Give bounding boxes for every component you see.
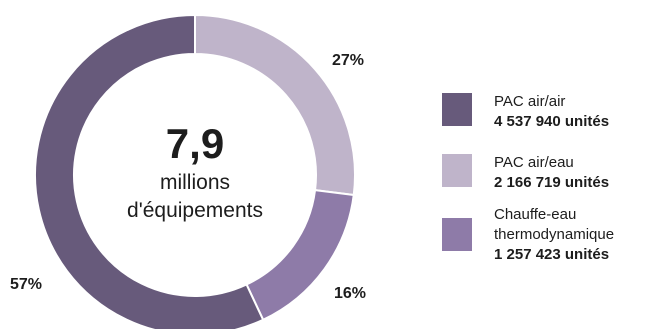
legend-label-line2: thermodynamique [494, 226, 615, 243]
legend-text: PAC air/air 4 537 940 unités [494, 92, 661, 132]
legend-units: 1 257 423 unités [494, 246, 610, 263]
legend-text: PAC air/eau 2 166 719 unités [494, 153, 661, 193]
center-total-unit: millions [159, 171, 230, 194]
slice-pac-air-eau [194, 13, 356, 197]
legend-swatch [442, 218, 472, 251]
legend-text: Chauffe-eau thermodynamique 1 257 423 un… [494, 205, 661, 265]
slice-pac-air-air [34, 13, 265, 329]
slice-label-pac-air-eau: 27% [332, 52, 365, 69]
center-total-value: 7,9 [165, 120, 225, 167]
legend-units: 4 537 940 unités [494, 113, 610, 130]
legend-units: 2 166 719 unités [494, 174, 610, 191]
legend-label: PAC air/air [494, 93, 566, 110]
legend-swatch [442, 93, 472, 126]
slice-label-pac-air-air: 57% [10, 276, 43, 293]
slice-label-chauffe-eau: 16% [334, 285, 367, 302]
center-total-caption: d'équipements [127, 199, 263, 222]
legend-label: Chauffe-eau [494, 206, 577, 223]
legend-swatch [442, 154, 472, 187]
legend-label: PAC air/eau [494, 154, 574, 171]
